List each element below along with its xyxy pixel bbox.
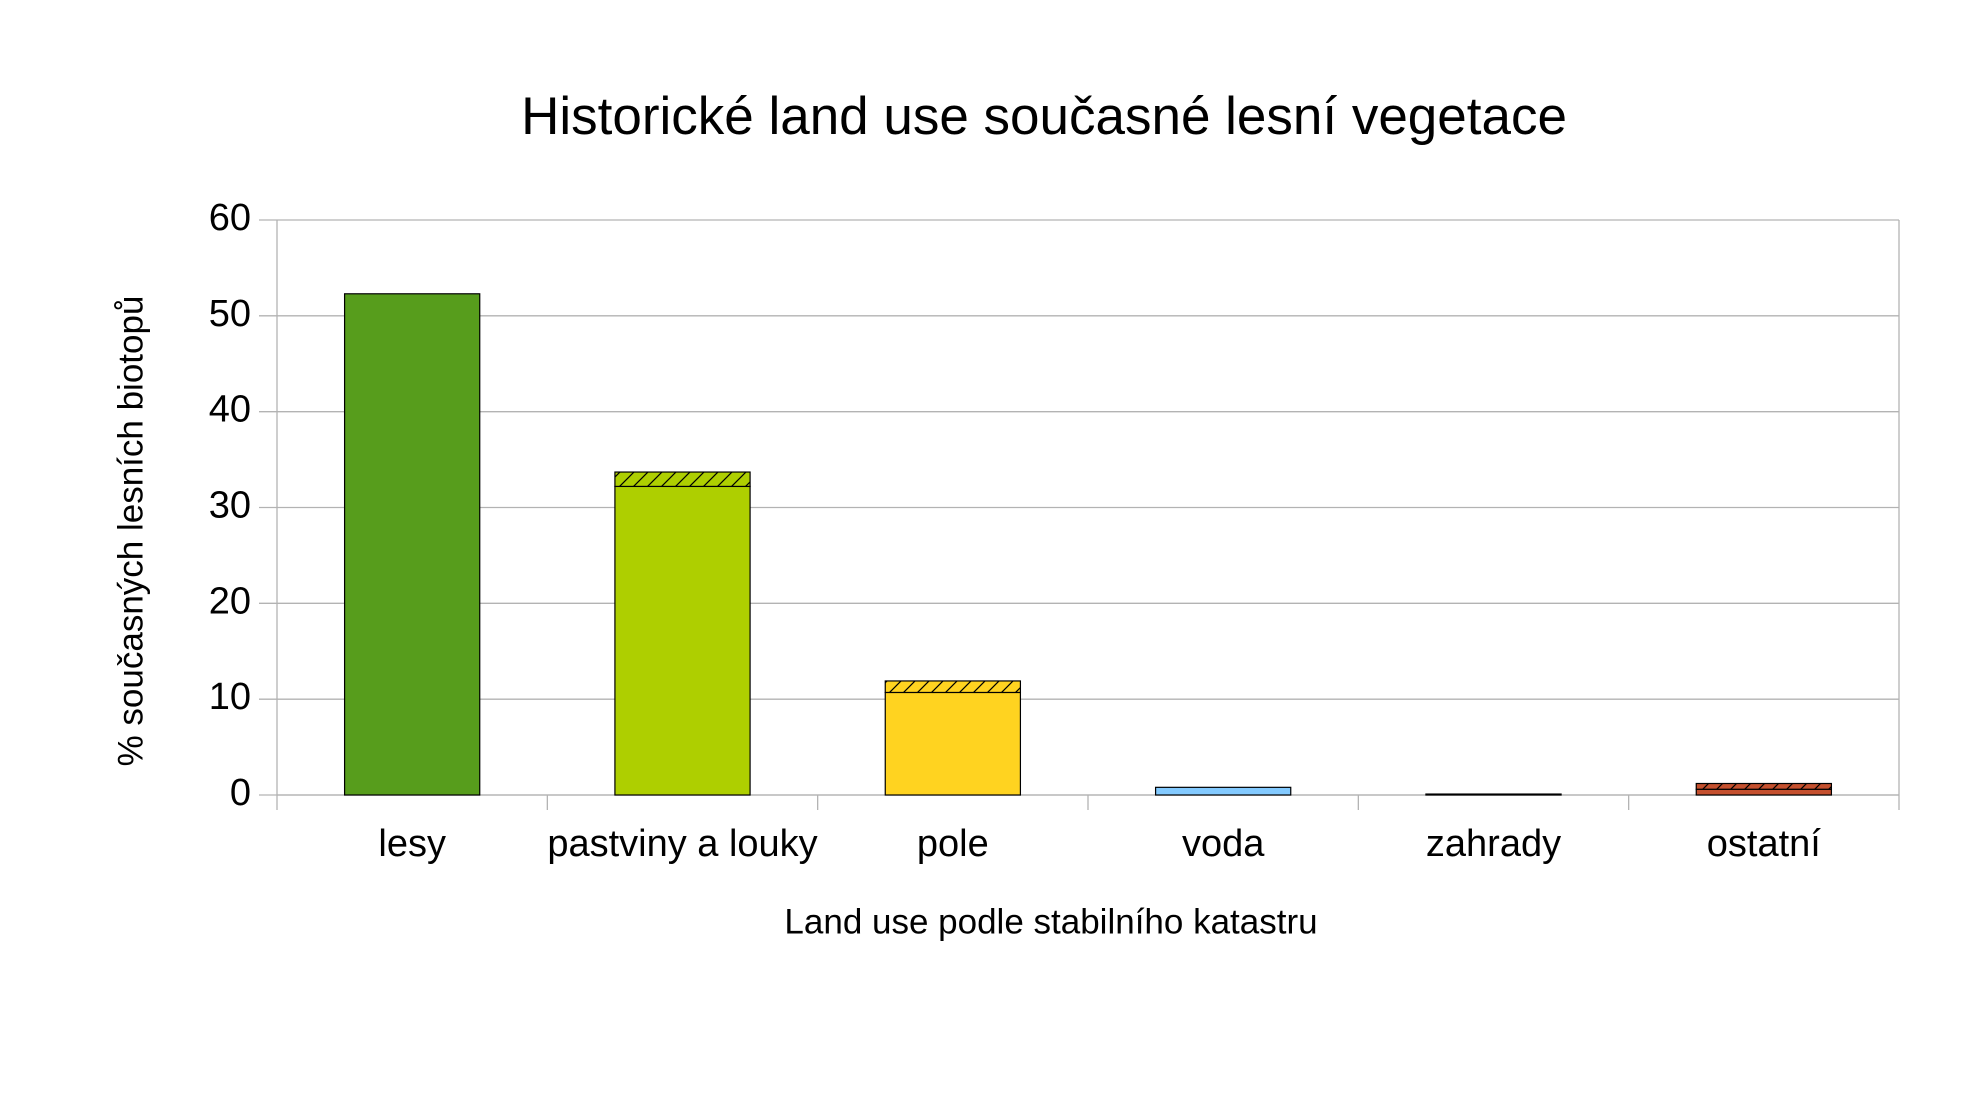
bar-segment-hatched (884, 680, 1022, 694)
bar-segment (1154, 786, 1292, 796)
x-axis-title: Land use podle stabilního katastru (784, 902, 1317, 941)
y-axis-title: % současných lesních biotopů (111, 296, 150, 767)
x-tick-label: lesy (378, 823, 446, 865)
bar-segment (884, 691, 1022, 796)
x-tick-label: pole (917, 823, 989, 865)
x-tick-label: zahrady (1426, 823, 1561, 865)
y-tick-label: 50 (209, 293, 251, 335)
bar-segment (1425, 793, 1562, 796)
y-tick-label: 40 (209, 389, 251, 431)
y-tick-label: 20 (209, 580, 251, 622)
x-tick-label: pastviny a louky (547, 823, 817, 865)
x-tick-label: ostatní (1707, 823, 1822, 865)
bar-segment (343, 293, 481, 796)
bar-segment (614, 485, 751, 796)
bar-segment-hatched (1695, 782, 1833, 790)
y-tick-label: 60 (209, 197, 251, 239)
chart-title: Historické land use současné lesní veget… (521, 87, 1567, 146)
x-tick-label: voda (1182, 823, 1265, 865)
y-tick-label: 10 (209, 676, 251, 718)
bar-segment (1695, 788, 1833, 796)
y-tick-label: 30 (209, 485, 251, 527)
bar-segment-hatched (614, 471, 751, 488)
y-tick-label: 0 (230, 772, 251, 814)
